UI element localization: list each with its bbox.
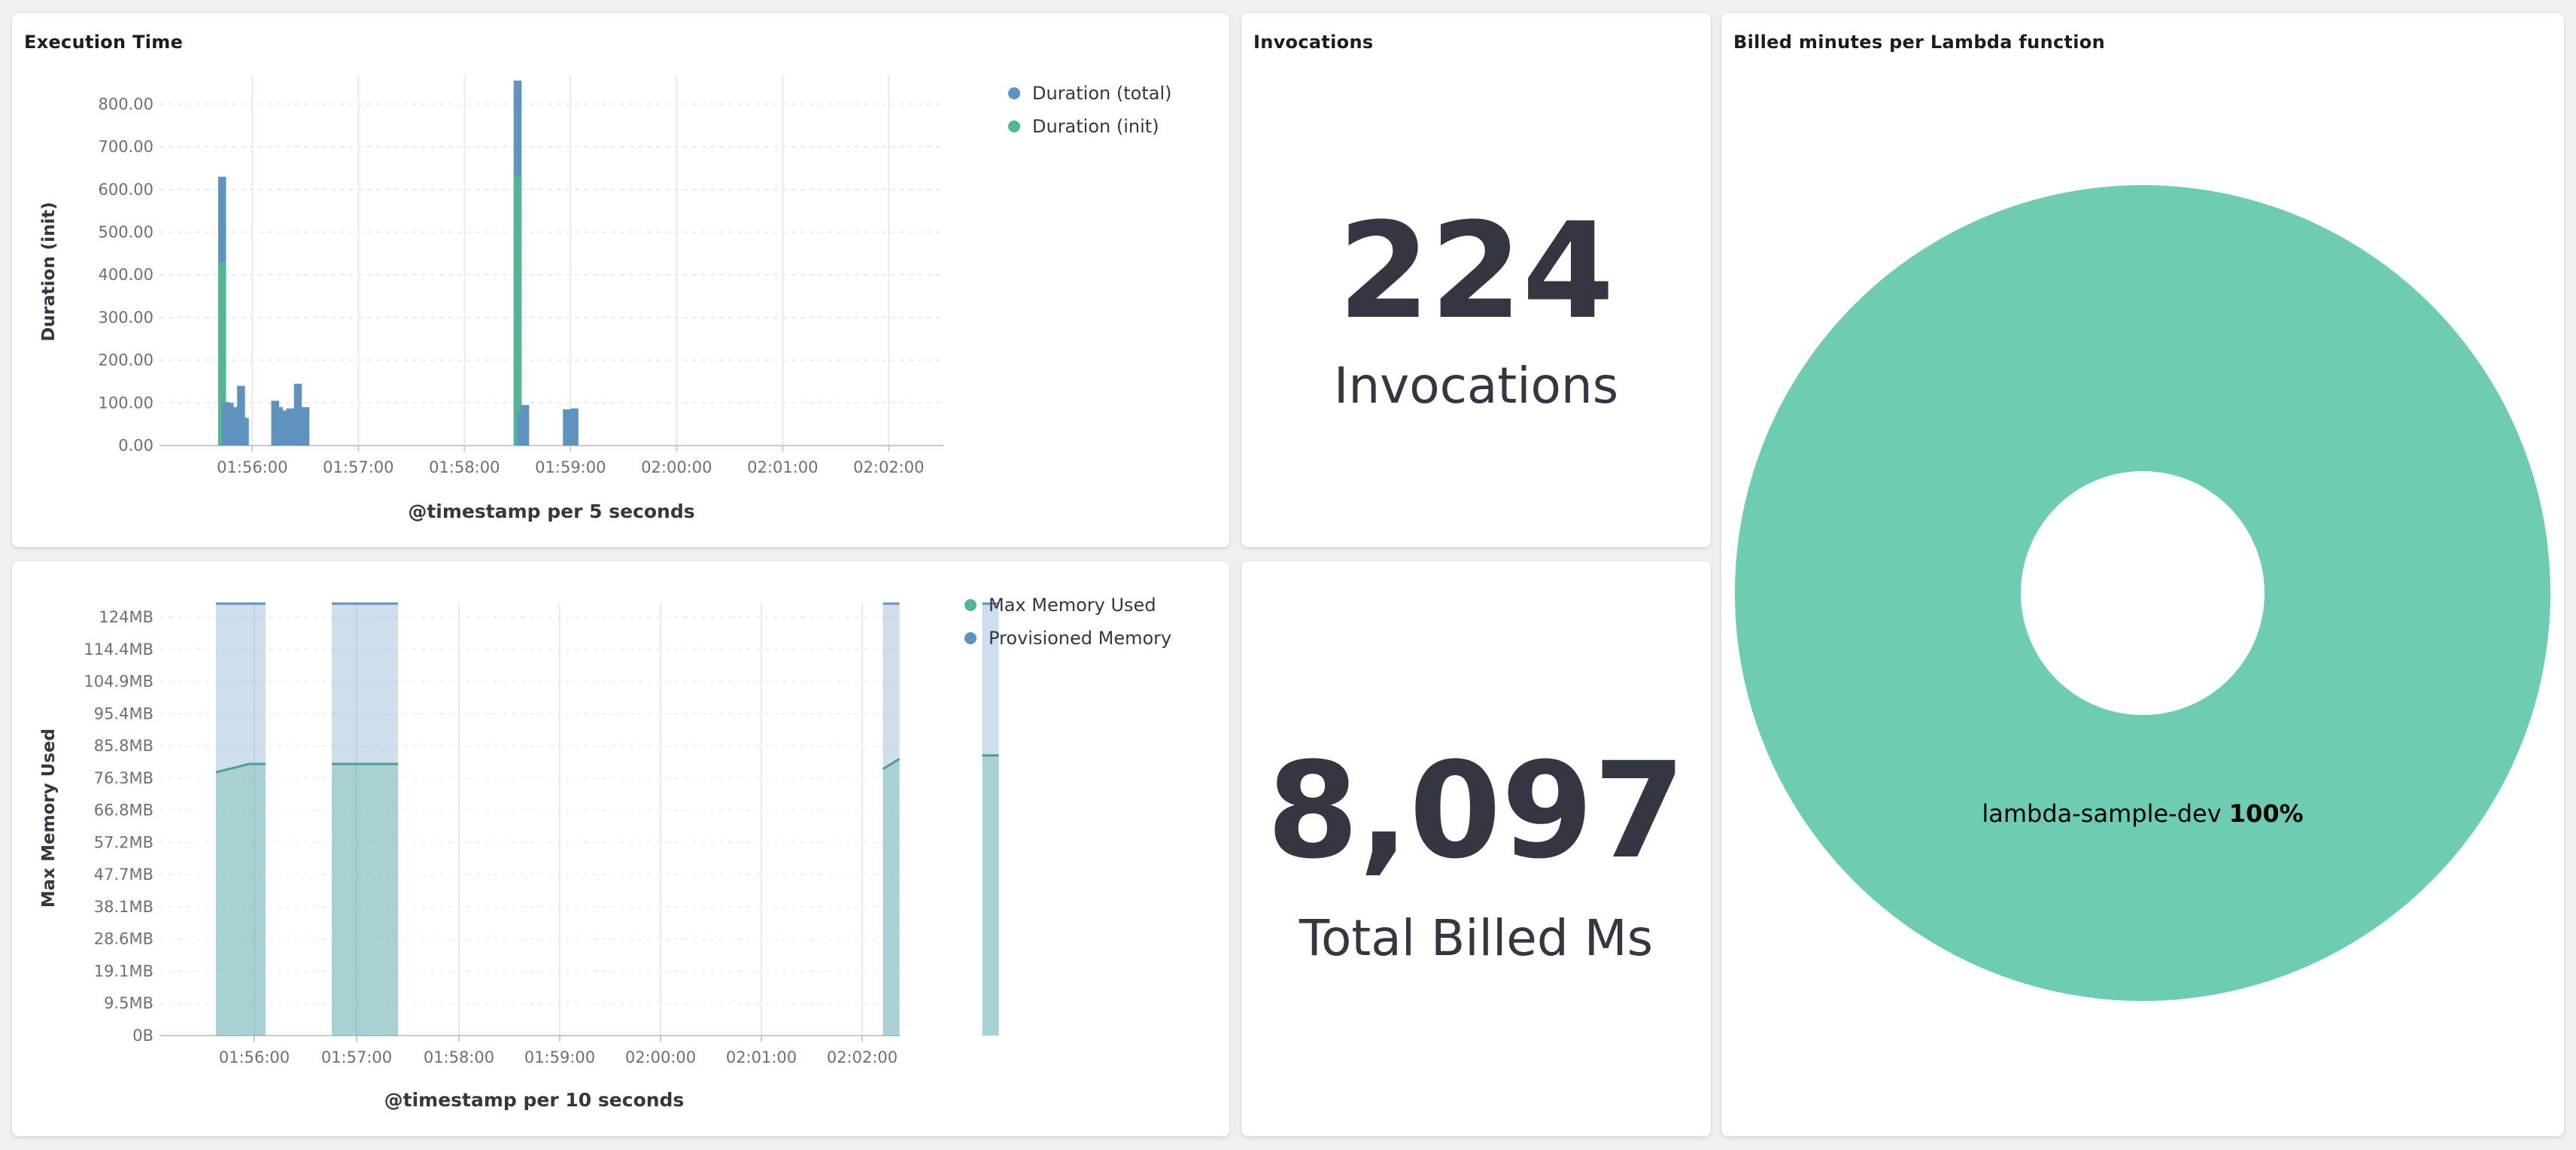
memory-panel: 0B 9.5MB 19.1MB 28.6MB 38.1MB 47.7MB 57.2MB 66.… — [12, 561, 1229, 1136]
y-tick-label: 9.5MB — [104, 994, 153, 1012]
y-tick-label: 100.00 — [99, 394, 153, 412]
x-tick-label: 02:00:00 — [641, 458, 712, 476]
x-tick-label: 01:56:00 — [217, 458, 287, 476]
slice-name: lambda-sample-dev — [1982, 799, 2228, 828]
billed-minutes-donut-chart: lambda-sample-dev 100% — [1735, 185, 2550, 1001]
y-tick-label: 76.3MB — [94, 769, 153, 787]
area-provisioned-memory — [332, 604, 398, 1036]
invocations-label: Invocations — [1333, 357, 1619, 415]
y-tick-label: 38.1MB — [94, 898, 153, 916]
bar-duration-init — [218, 262, 226, 446]
area-provisioned-memory — [882, 604, 900, 1036]
x-tick-label: 02:01:00 — [726, 1048, 797, 1066]
y-tick-label: 28.6MB — [94, 930, 153, 948]
y-tick-label: 47.7MB — [94, 866, 153, 884]
legend-swatch — [964, 599, 977, 611]
execution-time-panel: Execution Time 0.00 100.00 200.00 300.00 400… — [12, 14, 1229, 547]
bar-duration-total — [570, 408, 579, 446]
billed-ms-label: Total Billed Ms — [1299, 909, 1654, 967]
bar-duration-total — [237, 385, 245, 446]
bar-duration-init — [513, 176, 522, 446]
panel-title: Invocations — [1253, 32, 1374, 53]
area-provisioned-memory — [982, 604, 999, 1036]
area-provisioned-memory — [216, 604, 266, 1036]
y-tick-label: 57.2MB — [94, 833, 153, 851]
x-tick-label: 01:59:00 — [524, 1048, 595, 1066]
execution-time-chart: 0.00 100.00 200.00 300.00 400.00 500.00 600.00… — [39, 75, 1171, 522]
x-tick-label: 01:56:00 — [219, 1048, 290, 1066]
y-tick-label: 200.00 — [99, 351, 153, 370]
billed-ms-value: 8,097 — [1266, 734, 1686, 888]
y-tick-label: 95.4MB — [94, 704, 153, 723]
y-tick-label: 600.00 — [99, 181, 153, 199]
memory-chart: 0B 9.5MB 19.1MB 28.6MB 38.1MB 47.7MB 57.2MB 66.… — [39, 595, 1171, 1111]
panel-title: Execution Time — [24, 32, 184, 53]
y-axis-title: Duration (init) — [39, 202, 59, 342]
y-tick-label: 800.00 — [99, 95, 153, 113]
legend-label: Provisioned Memory — [989, 628, 1171, 649]
area-max-memory — [982, 755, 999, 1036]
line-max-memory — [882, 758, 901, 771]
slice-percent: 100% — [2229, 799, 2304, 828]
y-tick-label: 700.00 — [99, 138, 153, 156]
x-axis-title: @timestamp per 5 seconds — [408, 500, 694, 522]
x-tick-label: 02:02:00 — [827, 1048, 898, 1066]
y-tick-label: 104.9MB — [84, 673, 153, 691]
legend-swatch — [1008, 87, 1020, 99]
panel-title: Billed minutes per Lambda function — [1733, 32, 2105, 53]
legend-swatch — [1008, 120, 1020, 132]
legend-label: Duration (total) — [1032, 83, 1171, 104]
x-tick-label: 02:02:00 — [853, 458, 924, 476]
legend-swatch — [964, 632, 977, 644]
area-max-memory — [216, 764, 266, 1036]
y-tick-label: 114.4MB — [84, 640, 153, 659]
area-max-memory — [332, 764, 398, 1036]
y-tick-label: 19.1MB — [94, 962, 153, 980]
x-axis-title: @timestamp per 10 seconds — [384, 1089, 685, 1111]
donut-slice — [1735, 185, 2550, 1001]
x-tick-label: 01:58:00 — [429, 458, 500, 476]
line-max-memory — [215, 762, 266, 774]
y-tick-label: 500.00 — [99, 223, 153, 241]
y-tick-label: 66.8MB — [94, 802, 153, 820]
y-tick-label: 0.00 — [118, 437, 153, 455]
bar-duration-total — [301, 406, 310, 446]
legend-label: Duration (init) — [1032, 116, 1159, 137]
invocations-panel: Invocations 224 Invocations — [1241, 14, 1711, 547]
y-axis-title: Max Memory Used — [39, 729, 59, 908]
legend-label: Max Memory Used — [989, 595, 1156, 616]
x-tick-label: 01:58:00 — [424, 1048, 494, 1066]
invocations-value: 224 — [1338, 194, 1615, 348]
bar-duration-total — [241, 418, 249, 446]
y-tick-label: 400.00 — [99, 266, 153, 284]
x-tick-label: 01:57:00 — [321, 1048, 392, 1066]
x-tick-label: 02:00:00 — [625, 1048, 696, 1066]
x-tick-label: 01:59:00 — [535, 458, 606, 476]
y-tick-label: 300.00 — [99, 309, 153, 327]
y-tick-label: 85.8MB — [94, 737, 153, 755]
x-tick-label: 02:01:00 — [747, 458, 818, 476]
y-tick-label: 124MB — [99, 608, 153, 626]
billed-minutes-panel: Billed minutes per Lambda function lambd… — [1721, 14, 2564, 1136]
bar-duration-total — [521, 405, 530, 446]
slice-label: lambda-sample-dev 100% — [1982, 799, 2303, 828]
billed-ms-panel: 8,097 Total Billed Ms — [1241, 561, 1711, 1136]
area-max-memory — [882, 759, 900, 1036]
x-tick-label: 01:57:00 — [323, 458, 393, 476]
y-tick-label: 0B — [132, 1027, 153, 1045]
